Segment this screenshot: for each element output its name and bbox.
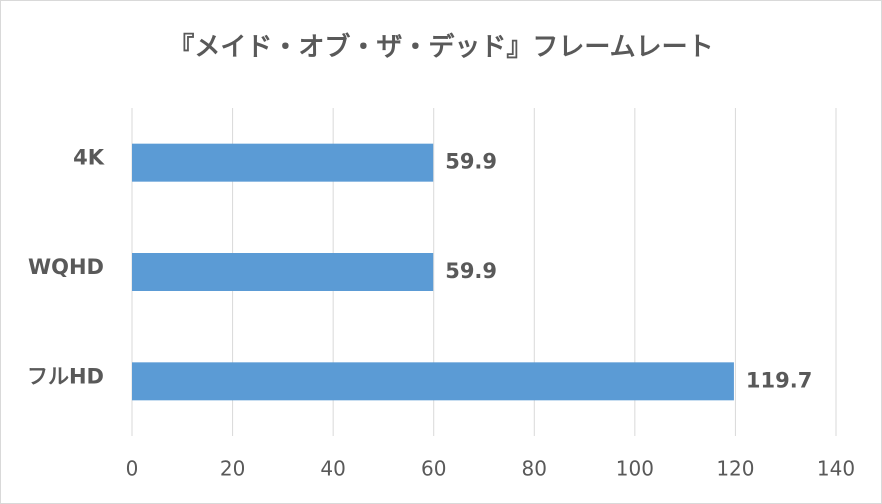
bar xyxy=(132,253,434,291)
y-tick-label: フルHD xyxy=(27,364,104,388)
x-tick-label: 140 xyxy=(817,457,855,481)
chart-title: 『メイド・オブ・ザ・デッド』フレームレート xyxy=(168,32,713,63)
x-tick-label: 100 xyxy=(616,457,654,481)
x-tick-label: 20 xyxy=(220,457,245,481)
y-tick-label: 4K xyxy=(73,146,105,170)
x-tick-label: 120 xyxy=(716,457,754,481)
data-label: 59.9 xyxy=(445,150,497,174)
x-tick-label: 80 xyxy=(522,457,547,481)
bar xyxy=(132,362,734,401)
y-tick-label: WQHD xyxy=(28,255,104,279)
data-label: 59.9 xyxy=(445,259,497,283)
x-tick-label: 60 xyxy=(421,457,446,481)
bar xyxy=(132,143,434,182)
x-tick-label: 0 xyxy=(126,457,139,481)
data-label: 119.7 xyxy=(746,368,812,392)
x-tick-label: 40 xyxy=(320,457,345,481)
